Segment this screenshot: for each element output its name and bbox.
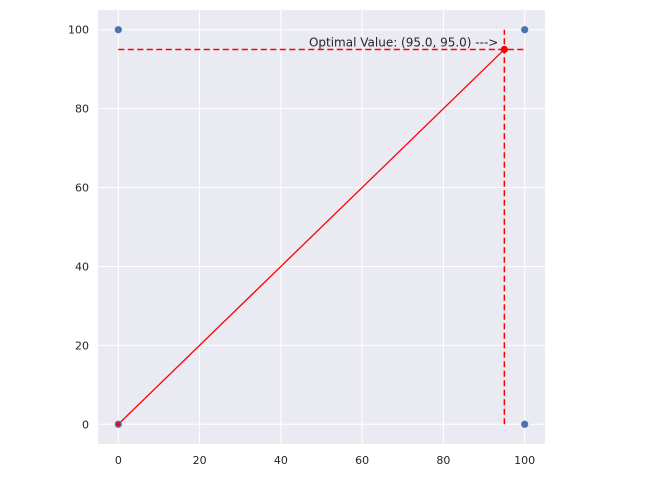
y-tick-label: 20 bbox=[75, 339, 89, 352]
line-series bbox=[117, 48, 505, 425]
guide-lines bbox=[118, 29, 525, 425]
x-tick-label: 40 bbox=[274, 454, 288, 467]
optimal-point bbox=[500, 45, 508, 54]
y-tick-label: 100 bbox=[68, 24, 89, 37]
x-tick-label: 0 bbox=[115, 454, 122, 467]
y-tick-label: 60 bbox=[75, 182, 89, 195]
y-tick-label: 80 bbox=[75, 103, 89, 116]
grid bbox=[98, 10, 545, 444]
scatter-point bbox=[114, 26, 122, 34]
y-tick-label: 0 bbox=[82, 418, 89, 431]
y-tick-label: 40 bbox=[75, 260, 89, 273]
line-mark bbox=[117, 48, 505, 425]
x-tick-label: 100 bbox=[514, 454, 535, 467]
x-tick-label: 20 bbox=[193, 454, 207, 467]
optimal-value-annotation: Optimal Value: (95.0, 95.0) ---> bbox=[309, 35, 498, 49]
y-axis-ticks: 0 20 40 60 80 100 bbox=[68, 24, 89, 432]
scatter-point bbox=[521, 26, 529, 34]
x-axis-ticks: 0 20 40 60 80 100 bbox=[115, 454, 535, 467]
scatter-point bbox=[521, 420, 529, 428]
x-tick-label: 80 bbox=[436, 454, 450, 467]
x-tick-label: 60 bbox=[355, 454, 369, 467]
origin-point bbox=[116, 422, 121, 427]
scatter-points bbox=[114, 26, 529, 428]
